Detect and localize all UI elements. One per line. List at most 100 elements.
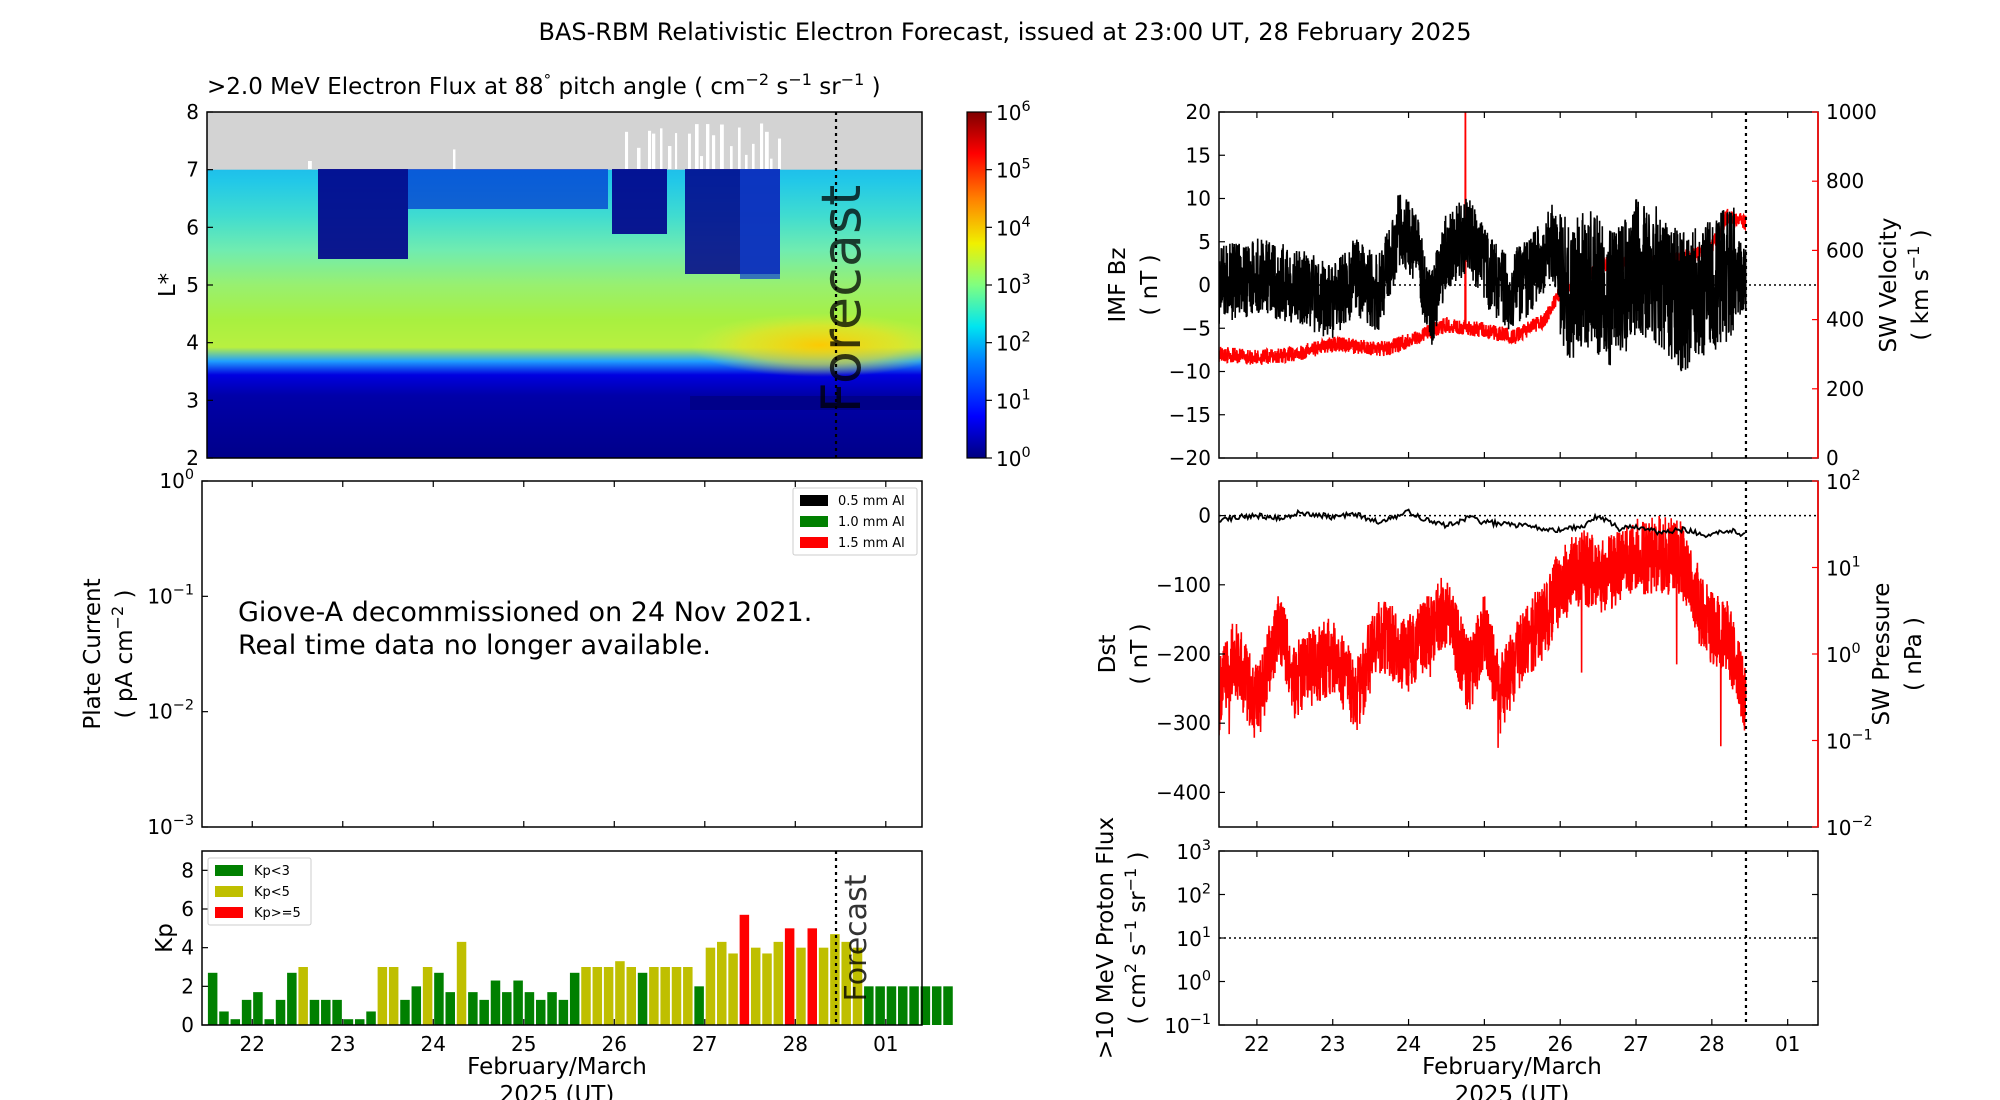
flux-ylabel: L* bbox=[155, 273, 181, 297]
kp-x-axis: 22 23 24 25 26 27 28 01 bbox=[240, 1019, 899, 1056]
flux-hole-5 bbox=[740, 169, 780, 279]
kp-bar bbox=[547, 992, 557, 1025]
y-tick-label: −400 bbox=[1156, 780, 1211, 804]
proton-xlabel-line1: February/March bbox=[1422, 1054, 1602, 1080]
kp-bar bbox=[321, 999, 331, 1025]
flux-hole-1 bbox=[318, 169, 408, 259]
kp-bar bbox=[671, 967, 682, 1025]
kp-bar bbox=[287, 972, 297, 1025]
kp-bar bbox=[207, 972, 218, 1025]
grey-spike bbox=[675, 133, 678, 169]
kp-xlabel-line1: February/March bbox=[467, 1054, 647, 1080]
x-tick-label: 25 bbox=[511, 1032, 536, 1056]
colorbar-tick-label: 100 bbox=[996, 445, 1031, 471]
kp-bar bbox=[807, 928, 818, 1025]
kp-bar bbox=[750, 947, 761, 1025]
imf-right-label-line2: ( km s−1 ) bbox=[1904, 229, 1934, 340]
right-y-tick-label: 200 bbox=[1826, 377, 1864, 401]
kp-bar bbox=[456, 941, 467, 1025]
kp-bar bbox=[773, 941, 784, 1025]
grey-spike bbox=[730, 146, 733, 169]
plate-legend: 0.5 mm Al 1.0 mm Al 1.5 mm Al bbox=[792, 487, 918, 556]
x-tick-label: 26 bbox=[1547, 1032, 1572, 1056]
kp-bar bbox=[581, 967, 591, 1025]
y-tick-label: 10−3 bbox=[147, 813, 194, 839]
kp-bar bbox=[739, 914, 750, 1025]
proton-xlabel-line2: 2025 (UT) bbox=[1455, 1082, 1570, 1100]
flux-inner-belt-rise bbox=[690, 396, 922, 410]
kp-bar bbox=[864, 986, 874, 1025]
kp-y-axis: 0 2 4 6 8 bbox=[181, 858, 208, 1037]
flux-hotspot bbox=[690, 313, 922, 377]
proton-label-line2: ( cm2 s−1 sr−1 ) bbox=[1121, 851, 1151, 1024]
flux-title: >2.0 MeV Electron Flux at 88° pitch angl… bbox=[207, 70, 881, 100]
kp-bar bbox=[377, 967, 388, 1025]
grey-spike bbox=[760, 123, 764, 169]
y-tick-label: 8 bbox=[186, 100, 199, 124]
kp-legend: Kp<3 Kp<5 Kp>=5 bbox=[207, 857, 312, 926]
flux-forecast-marker: Forecast bbox=[810, 112, 873, 458]
y-tick-label: 4 bbox=[181, 936, 194, 960]
imf-right-label-line1: SW Velocity bbox=[1876, 218, 1902, 353]
plate-legend-label-1: 1.0 mm Al bbox=[838, 515, 905, 530]
right-y-tick-label: 600 bbox=[1826, 238, 1864, 262]
plate-y-axis: 100 10−1 10−2 10−3 bbox=[147, 467, 887, 839]
kp-bar bbox=[343, 1019, 354, 1025]
plate-ylabel-line1: Plate Current bbox=[80, 578, 106, 729]
flux-grey-region bbox=[207, 112, 922, 170]
kp-bar bbox=[298, 967, 308, 1025]
flux-hole-3 bbox=[612, 169, 667, 234]
grey-spike bbox=[688, 133, 691, 169]
kp-bar bbox=[931, 986, 942, 1025]
colorbar-tick-label: 101 bbox=[996, 387, 1031, 413]
right-y-tick-label: 400 bbox=[1826, 308, 1864, 332]
kp-bar bbox=[909, 986, 919, 1025]
right-y-tick-label: 1000 bbox=[1826, 100, 1877, 124]
right-y-tick-label: 10−2 bbox=[1826, 814, 1873, 840]
grey-spike bbox=[652, 133, 656, 169]
flux-forecast-label: Forecast bbox=[810, 185, 873, 414]
y-tick-label: −5 bbox=[1182, 316, 1211, 340]
kp-bar bbox=[728, 953, 738, 1025]
dst-left-label-line1: Dst bbox=[1095, 635, 1121, 674]
y-tick-label: 20 bbox=[1186, 100, 1211, 124]
colorbar-tick-label: 103 bbox=[996, 272, 1031, 298]
y-tick-label: 0 bbox=[1198, 273, 1211, 297]
plate-legend-label-0: 0.5 mm Al bbox=[838, 494, 905, 509]
grey-spike bbox=[706, 124, 710, 169]
plate-frame bbox=[201, 480, 923, 828]
right-y-tick-label: 800 bbox=[1826, 169, 1864, 193]
kp-bar bbox=[943, 986, 953, 1025]
flux-hole-2 bbox=[408, 169, 608, 209]
grey-spike bbox=[625, 131, 629, 169]
kp-bar bbox=[717, 941, 727, 1025]
dst-lines bbox=[1219, 508, 1818, 748]
grey-spike bbox=[712, 135, 716, 169]
kp-frame bbox=[201, 850, 923, 1026]
y-tick-label: 102 bbox=[1176, 882, 1211, 908]
right-y-tick-label: 102 bbox=[1826, 468, 1861, 494]
y-tick-label: 10−2 bbox=[147, 698, 194, 724]
kp-bar bbox=[422, 967, 433, 1025]
grey-spike bbox=[695, 124, 699, 169]
imf-left-label-line2: ( nT ) bbox=[1137, 254, 1163, 315]
kp-bar bbox=[253, 992, 263, 1025]
proton-label-line1: >10 MeV Proton Flux bbox=[1093, 817, 1119, 1059]
x-tick-label: 27 bbox=[1623, 1032, 1648, 1056]
kp-bar bbox=[275, 999, 286, 1025]
colorbar bbox=[966, 111, 987, 459]
kp-legend-label-2: Kp>=5 bbox=[254, 906, 301, 921]
dst-right-label-line1: SW Pressure bbox=[1869, 583, 1895, 726]
y-tick-label: 10 bbox=[1186, 187, 1211, 211]
kp-bar bbox=[603, 967, 614, 1025]
y-tick-label: 5 bbox=[1198, 230, 1211, 254]
y-tick-label: 6 bbox=[186, 215, 199, 239]
proton-frame bbox=[1218, 850, 1819, 1026]
plate-legend-label-2: 1.5 mm Al bbox=[838, 536, 905, 551]
y-tick-label: −15 bbox=[1169, 403, 1211, 427]
kp-bar bbox=[569, 972, 580, 1025]
kp-bar bbox=[784, 928, 795, 1025]
grey-spike bbox=[700, 156, 704, 169]
